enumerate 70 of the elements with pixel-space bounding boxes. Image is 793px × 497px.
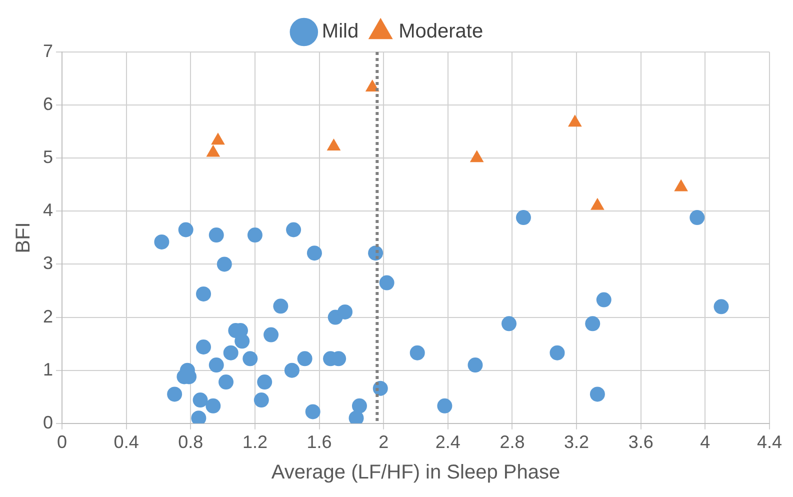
point: [254, 392, 269, 408]
point: [379, 275, 394, 290]
y-tick-label: 3: [42, 253, 54, 274]
point: [468, 358, 483, 373]
point: [206, 398, 221, 414]
point: [206, 144, 220, 157]
x-tick-label: 0.8: [178, 432, 204, 452]
y-tick-label: 4: [42, 200, 54, 220]
point: [568, 114, 582, 127]
point: [437, 398, 452, 414]
point: [326, 138, 341, 150]
point: [714, 299, 729, 314]
point: [218, 374, 234, 390]
point: [257, 374, 272, 390]
point: [590, 198, 604, 210]
point: [590, 386, 605, 402]
legend-label: Mild: [322, 20, 359, 43]
point: [305, 404, 320, 420]
point: [264, 327, 279, 342]
point: [550, 345, 565, 360]
x-tick-label: 0: [57, 432, 68, 452]
point: [410, 345, 425, 360]
point: [273, 298, 288, 314]
point: [208, 228, 224, 243]
point: [196, 340, 212, 354]
point: [338, 304, 352, 320]
point: [211, 132, 225, 145]
x-tick-label: 3.2: [564, 432, 590, 452]
x-tick-label: 2: [378, 432, 389, 452]
x-tick-label: 3.6: [628, 432, 654, 452]
x-tick-label: 1.2: [242, 432, 268, 452]
point: [234, 334, 250, 349]
point: [154, 234, 170, 250]
x-tick-label: 1.6: [306, 432, 332, 452]
y-tick-label: 1: [42, 359, 54, 380]
point: [223, 345, 238, 360]
point: [284, 362, 300, 378]
point: [216, 256, 232, 272]
point: [178, 222, 194, 238]
point: [516, 210, 531, 226]
x-tick-label: 2.4: [435, 432, 460, 452]
y-axis-title: BFI: [12, 222, 35, 254]
point: [286, 222, 302, 238]
x-tick-label: 4: [700, 432, 710, 452]
y-tick-label: 7: [42, 40, 54, 61]
point: [208, 358, 224, 373]
y-tick-label: 2: [42, 306, 54, 326]
point: [596, 292, 612, 308]
x-axis-title: Average (LF/HF) in Sleep Phase: [271, 462, 560, 484]
point: [585, 316, 600, 332]
point: [470, 150, 484, 162]
point: [365, 80, 380, 92]
point: [502, 316, 517, 332]
legend-label: Moderate: [398, 20, 484, 43]
point: [247, 228, 262, 243]
point: [674, 179, 688, 192]
point: [196, 286, 212, 302]
point: [242, 351, 258, 366]
point: [167, 386, 182, 402]
point: [306, 246, 322, 261]
y-tick-label: 5: [42, 147, 54, 168]
x-tick-label: 2.8: [500, 432, 525, 452]
point: [690, 210, 705, 226]
point: [297, 351, 312, 366]
y-tick-label: 0: [42, 412, 54, 432]
x-tick-label: 0.4: [114, 432, 139, 452]
x-tick-label: 4.4: [756, 432, 782, 452]
y-tick-label: 6: [42, 94, 54, 114]
point: [352, 398, 367, 414]
point: [192, 392, 208, 408]
